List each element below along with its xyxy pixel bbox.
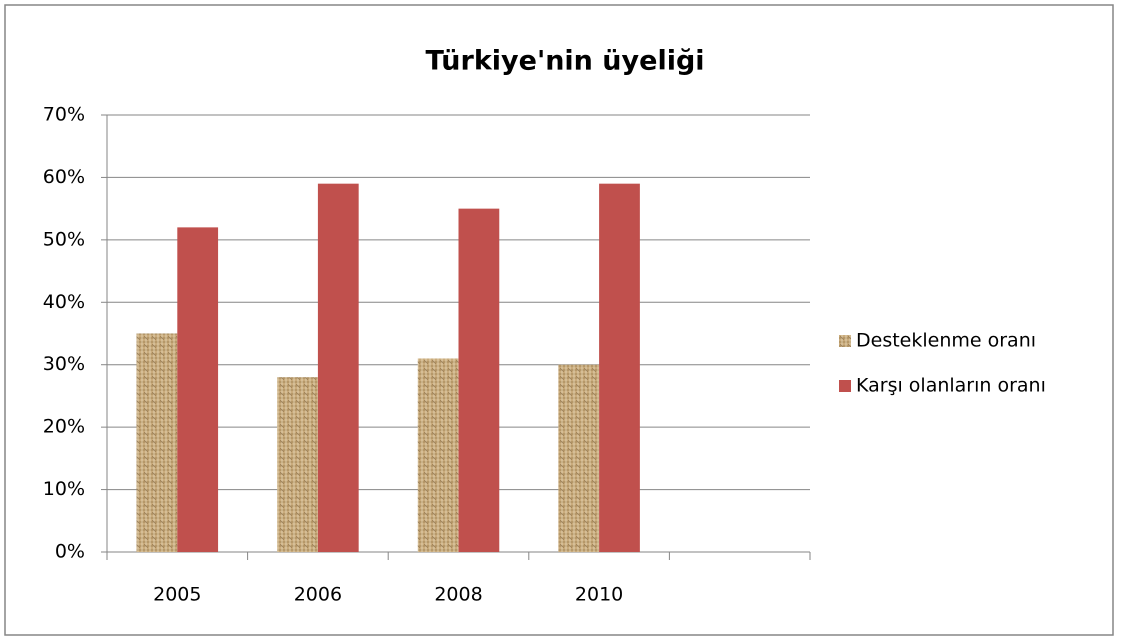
x-tick-label: 2005: [153, 584, 201, 606]
x-tick-label: 2010: [575, 584, 623, 606]
bar: [277, 377, 318, 552]
legend-swatch: [839, 335, 851, 347]
legend-label: Karşı olanların oranı: [856, 375, 1046, 397]
y-tick-label: 0%: [55, 541, 85, 563]
bar: [417, 358, 459, 552]
y-tick-label: 60%: [43, 166, 85, 188]
x-tick-label: 2008: [434, 584, 482, 606]
bar: [317, 183, 359, 552]
y-tick-label: 30%: [43, 353, 85, 375]
x-tick-label: 2006: [294, 584, 342, 606]
bar: [177, 227, 219, 552]
bar: [458, 208, 500, 552]
legend-swatch: [839, 380, 851, 392]
bar: [558, 364, 600, 552]
bar: [136, 333, 178, 552]
y-tick-label: 20%: [43, 416, 85, 438]
legend-label: Desteklenme oranı: [856, 330, 1036, 352]
y-tick-label: 50%: [43, 228, 85, 250]
bar: [599, 183, 640, 552]
chart-title: Türkiye'nin üyeliği: [425, 46, 704, 77]
y-tick-label: 40%: [43, 291, 85, 313]
y-tick-label: 10%: [43, 478, 85, 500]
y-tick-label: 70%: [43, 104, 85, 126]
